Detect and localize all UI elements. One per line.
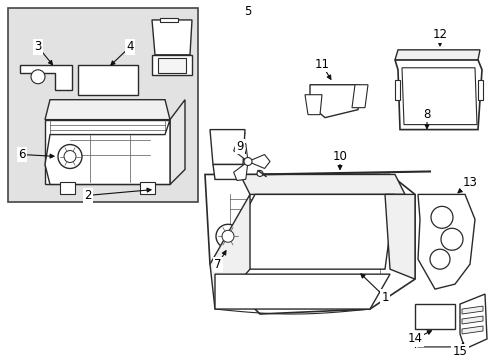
Circle shape (64, 150, 76, 162)
Polygon shape (215, 274, 389, 309)
Circle shape (31, 70, 45, 84)
Polygon shape (477, 80, 482, 100)
Text: 7: 7 (214, 258, 221, 271)
Polygon shape (401, 68, 476, 125)
FancyBboxPatch shape (8, 8, 198, 202)
Polygon shape (45, 120, 170, 184)
Polygon shape (414, 304, 454, 329)
Circle shape (222, 230, 234, 242)
Polygon shape (384, 194, 414, 279)
Circle shape (440, 228, 462, 250)
Polygon shape (140, 183, 155, 194)
Polygon shape (209, 130, 244, 165)
Text: 4: 4 (126, 40, 134, 53)
Text: 14: 14 (407, 332, 422, 346)
Polygon shape (152, 20, 192, 55)
Polygon shape (461, 326, 482, 334)
Text: 6: 6 (18, 148, 26, 161)
Text: 2: 2 (84, 189, 92, 202)
Polygon shape (461, 306, 482, 314)
Polygon shape (78, 65, 138, 95)
Text: 10: 10 (332, 150, 347, 163)
Text: 13: 13 (462, 176, 476, 189)
Polygon shape (309, 85, 359, 118)
Polygon shape (394, 50, 479, 60)
Polygon shape (213, 165, 243, 179)
Polygon shape (459, 294, 486, 349)
Circle shape (430, 206, 452, 228)
Circle shape (244, 158, 251, 166)
Polygon shape (45, 120, 170, 184)
Polygon shape (45, 100, 170, 120)
Polygon shape (351, 85, 367, 108)
Polygon shape (417, 194, 474, 289)
Text: 3: 3 (34, 40, 41, 53)
Circle shape (257, 171, 263, 176)
Polygon shape (20, 65, 72, 90)
Polygon shape (215, 194, 394, 269)
Polygon shape (461, 316, 482, 324)
Text: 8: 8 (423, 108, 430, 121)
Polygon shape (233, 162, 247, 180)
Text: 12: 12 (431, 28, 447, 41)
Polygon shape (204, 175, 414, 314)
Polygon shape (305, 95, 321, 114)
Polygon shape (394, 60, 481, 130)
Polygon shape (209, 194, 249, 309)
Polygon shape (247, 154, 269, 168)
Circle shape (429, 249, 449, 269)
Polygon shape (152, 55, 192, 75)
Text: 11: 11 (314, 58, 329, 71)
Text: 9: 9 (236, 140, 243, 153)
Circle shape (216, 224, 240, 248)
Polygon shape (60, 183, 75, 194)
Polygon shape (240, 175, 404, 194)
Polygon shape (233, 143, 247, 162)
Polygon shape (160, 18, 178, 22)
Circle shape (58, 145, 82, 168)
Text: 1: 1 (381, 291, 388, 303)
Polygon shape (170, 100, 184, 184)
Text: 15: 15 (451, 345, 467, 359)
Polygon shape (394, 80, 399, 100)
Polygon shape (158, 58, 185, 73)
Text: 5: 5 (244, 5, 251, 18)
